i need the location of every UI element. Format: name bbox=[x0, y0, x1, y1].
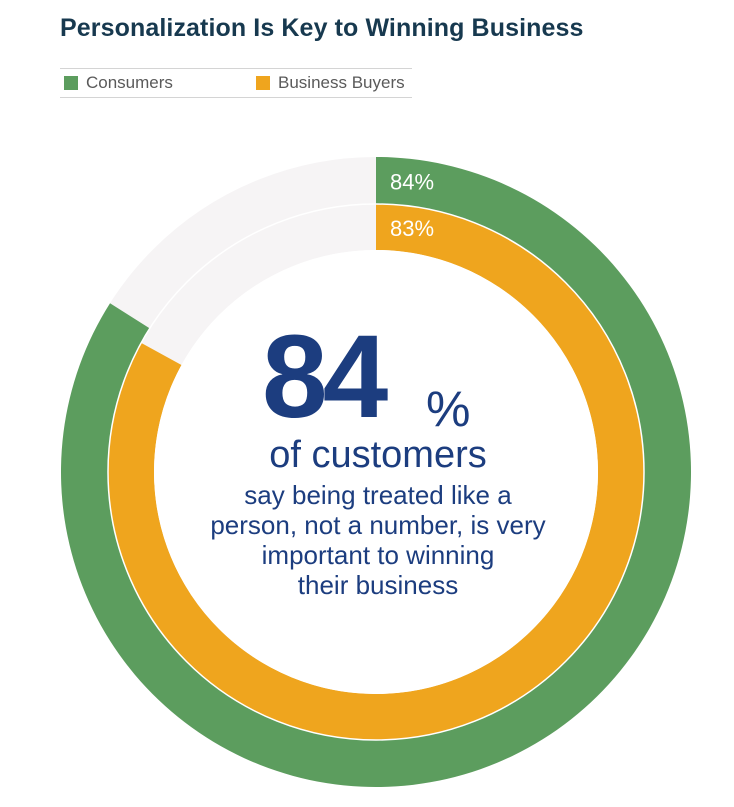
legend-label-business-buyers: Business Buyers bbox=[278, 73, 405, 92]
chart-title: Personalization Is Key to Winning Busine… bbox=[60, 14, 584, 42]
ring-separator bbox=[107, 203, 645, 741]
caption-line: their business bbox=[297, 570, 459, 600]
data-label-business-buyers: 83% bbox=[390, 216, 434, 241]
center-big-unit: % bbox=[426, 381, 471, 437]
center-caption: say being treated like a person, not a n… bbox=[183, 480, 573, 600]
caption-line: important to winning bbox=[261, 540, 495, 570]
center-disc bbox=[154, 250, 598, 694]
legend-item-consumers: Consumers bbox=[64, 73, 173, 93]
center-big-value: 84 bbox=[262, 311, 388, 443]
legend-label-consumers: Consumers bbox=[86, 73, 173, 92]
data-label-consumers: 84% bbox=[390, 170, 434, 195]
legend: Consumers Business Buyers bbox=[60, 68, 412, 98]
legend-item-business-buyers: Business Buyers bbox=[256, 73, 405, 93]
center-headline: of customers bbox=[269, 434, 487, 476]
legend-swatch-business-buyers bbox=[256, 76, 270, 90]
legend-swatch-consumers bbox=[64, 76, 78, 90]
caption-line: person, not a number, is very bbox=[210, 510, 546, 540]
caption-line: say being treated like a bbox=[244, 480, 512, 510]
